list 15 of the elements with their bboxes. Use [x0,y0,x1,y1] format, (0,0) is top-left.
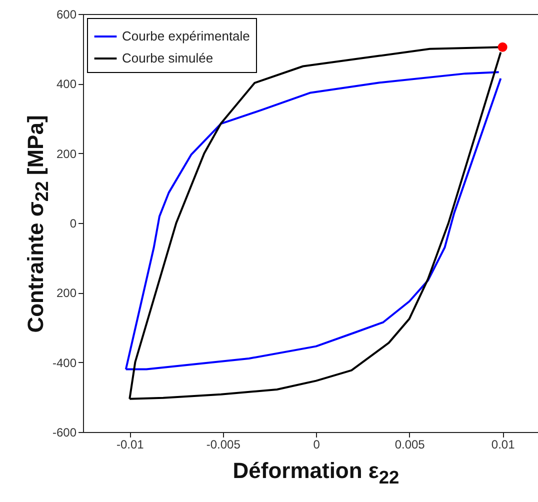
legend-label: Courbe expérimentale [122,28,250,44]
x-axis-title: Déformation ε$_{22}$ [232,458,400,488]
y-tick-label: 600 [56,8,77,22]
y-tick-label: 400 [56,77,77,92]
x-tick-label: 0.01 [491,438,516,452]
x-tick-label: -0.005 [206,438,241,452]
x-tick-label: -0.01 [116,438,144,452]
y-tick-label: 200 [56,286,77,300]
y-tick-label: 0 [70,216,77,230]
y-tick-label: 200 [56,146,77,161]
y-tick-label: -600 [52,426,77,440]
legend-label: Courbe simulée [122,50,214,66]
x-tick-label: 0.005 [394,438,426,452]
y-tick-label: -400 [52,356,77,370]
x-tick-label: 0 [313,438,320,452]
